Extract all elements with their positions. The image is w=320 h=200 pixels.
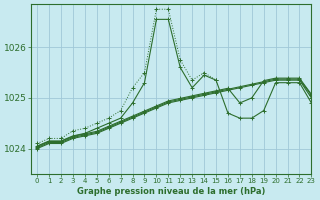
X-axis label: Graphe pression niveau de la mer (hPa): Graphe pression niveau de la mer (hPa) bbox=[77, 187, 266, 196]
